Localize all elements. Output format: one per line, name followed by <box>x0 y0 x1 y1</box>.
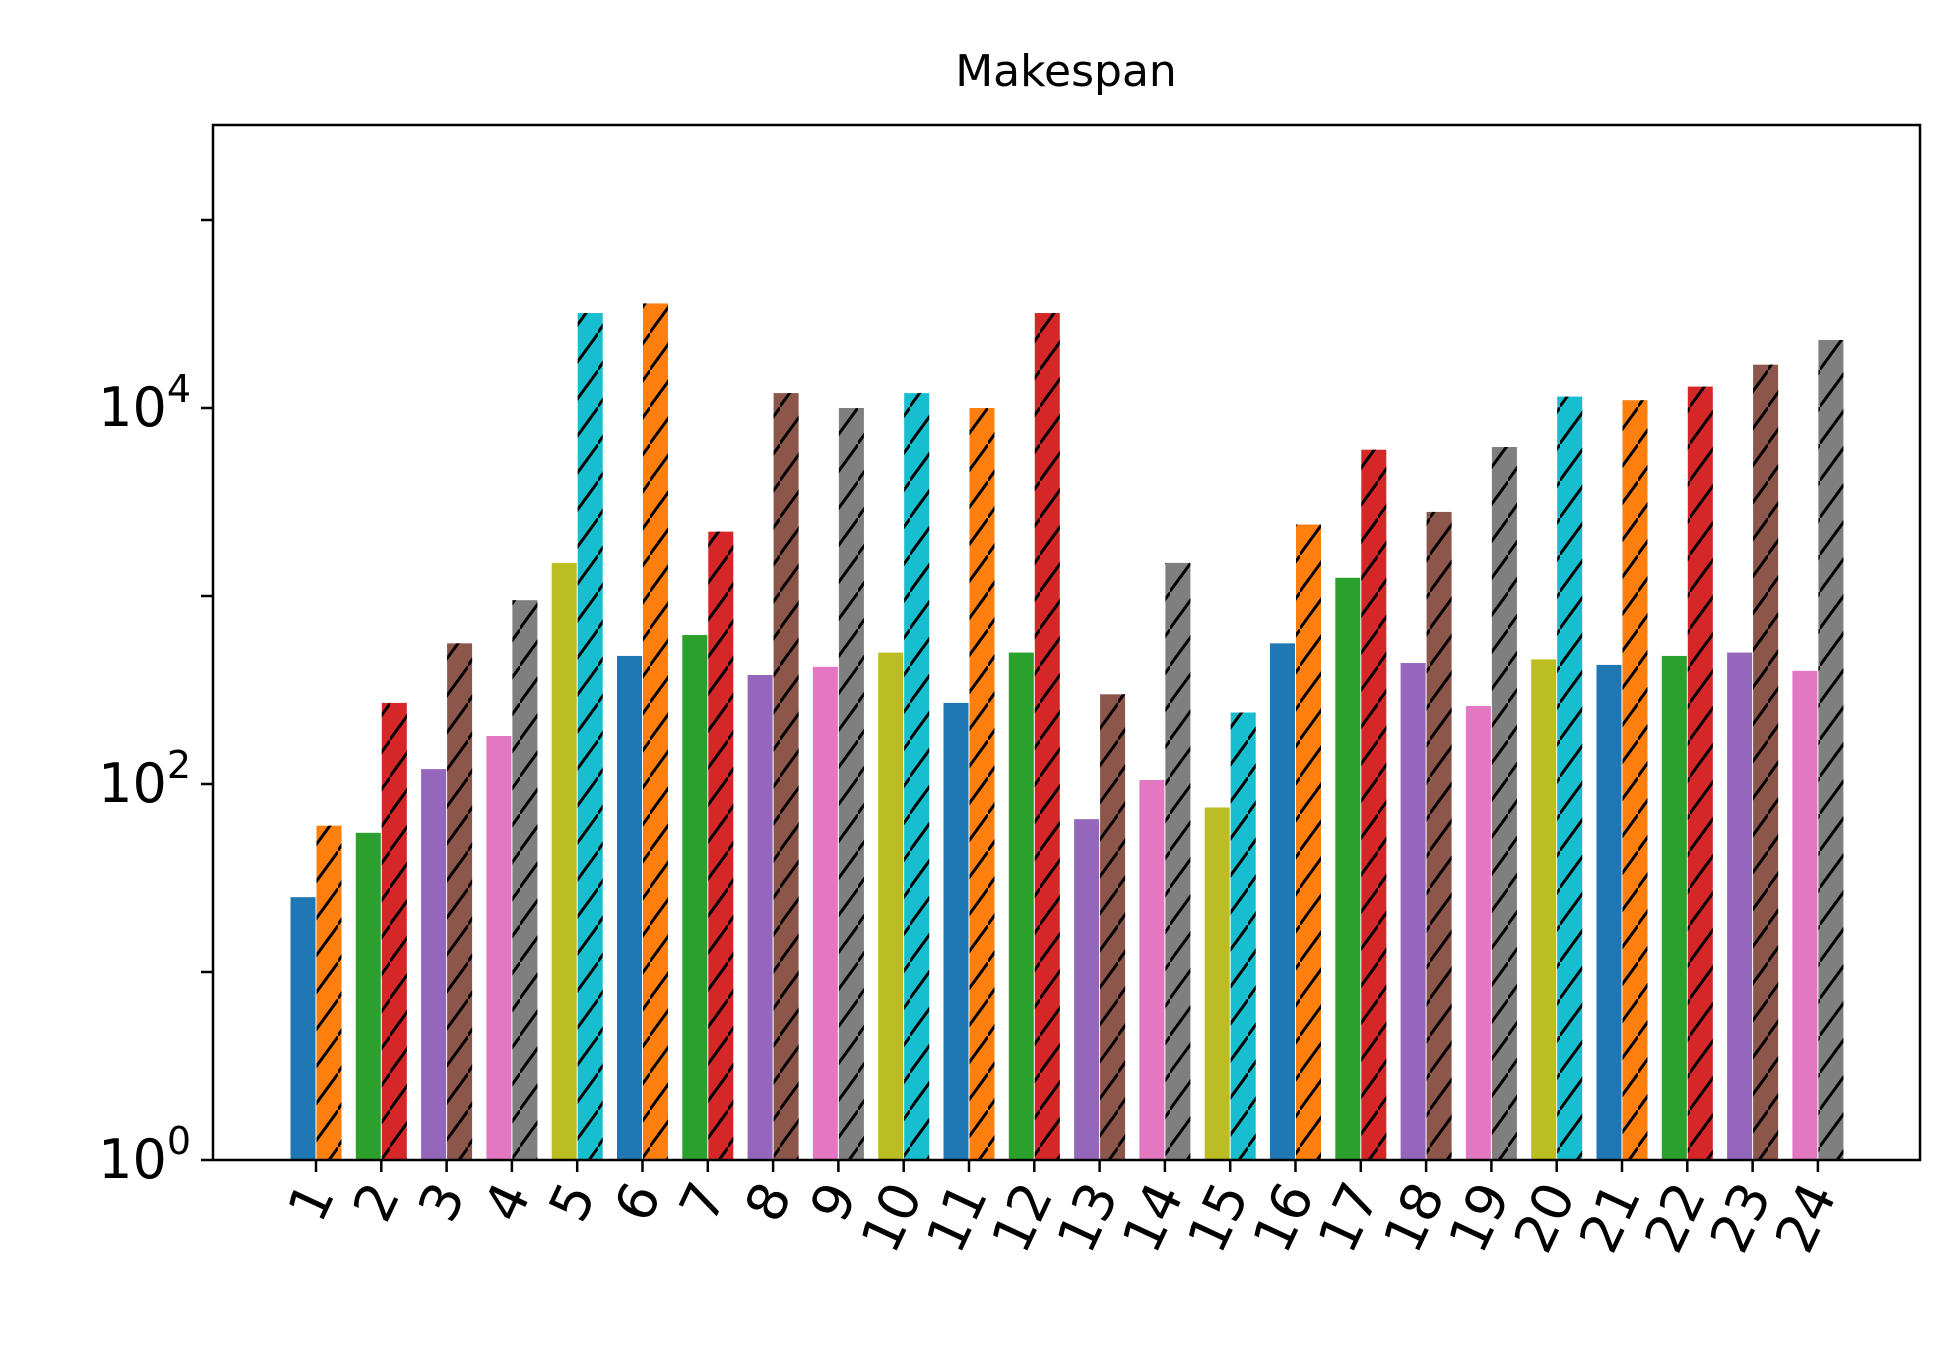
bar-hatch-6-series-2 <box>643 303 668 1160</box>
bar-hatch-1-series-2 <box>316 825 342 1160</box>
plot-area-frame <box>211 123 1922 1162</box>
bar-hatch-18-series-2 <box>1426 511 1452 1160</box>
x-tick-label-8: 8 <box>733 1173 805 1231</box>
bar-11-series-1 <box>943 702 969 1160</box>
bar-hatch-8-series-2 <box>773 393 799 1160</box>
bar-14-series-1 <box>1139 780 1165 1160</box>
bar-19-series-1 <box>1465 705 1491 1160</box>
bar-hatch-19-series-2 <box>1491 447 1517 1160</box>
x-tick-label-5: 5 <box>537 1173 609 1231</box>
y-tick-label-100: 102 <box>98 743 191 815</box>
bars-layer <box>290 303 1844 1160</box>
bar-24-series-1 <box>1792 670 1818 1160</box>
bar-hatch-15-series-2 <box>1230 712 1256 1160</box>
bar-hatch-22-series-2 <box>1687 386 1713 1160</box>
bar-hatch-7-series-2 <box>708 531 734 1160</box>
y-tick-label-10000: 104 <box>98 367 191 439</box>
bar-8-series-1 <box>747 675 773 1160</box>
bar-3-series-1 <box>421 769 447 1160</box>
bar-15-series-1 <box>1204 807 1230 1160</box>
bar-10-series-1 <box>878 652 904 1160</box>
x-tick-label-24: 24 <box>1763 1173 1849 1262</box>
bar-hatch-20-series-2 <box>1557 396 1583 1160</box>
bar-hatch-14-series-2 <box>1165 562 1191 1160</box>
bar-2-series-1 <box>355 832 381 1160</box>
bar-hatch-13-series-2 <box>1100 694 1126 1160</box>
x-tick-label-1: 1 <box>275 1173 347 1231</box>
bar-13-series-1 <box>1074 819 1100 1160</box>
bar-4-series-1 <box>486 736 512 1160</box>
bar-16-series-1 <box>1270 643 1295 1160</box>
bar-20-series-1 <box>1531 659 1557 1160</box>
bar-hatch-4-series-2 <box>512 600 538 1160</box>
x-tick-label-4: 4 <box>471 1173 543 1231</box>
bar-hatch-24-series-2 <box>1818 339 1844 1160</box>
bar-9-series-1 <box>812 666 838 1160</box>
bar-hatch-17-series-2 <box>1361 449 1387 1160</box>
bar-1-series-1 <box>290 897 316 1160</box>
bar-hatch-3-series-2 <box>447 643 473 1160</box>
bar-18-series-1 <box>1400 663 1426 1160</box>
bar-hatch-2-series-2 <box>381 702 407 1160</box>
x-tick-label-3: 3 <box>406 1173 478 1231</box>
bar-22-series-1 <box>1661 655 1687 1160</box>
bar-23-series-1 <box>1727 652 1753 1160</box>
x-tick-label-6: 6 <box>602 1173 674 1231</box>
y-tick-label-1: 100 <box>98 1119 191 1191</box>
x-tick-label-7: 7 <box>667 1173 739 1231</box>
bar-hatch-21-series-2 <box>1622 400 1648 1160</box>
bar-7-series-1 <box>682 635 708 1160</box>
bar-hatch-23-series-2 <box>1753 364 1779 1160</box>
bar-hatch-11-series-2 <box>969 408 995 1160</box>
bar-hatch-10-series-2 <box>904 393 930 1160</box>
x-tick-label-2: 2 <box>341 1173 413 1231</box>
bar-hatch-12-series-2 <box>1034 313 1060 1160</box>
bar-hatch-16-series-2 <box>1296 524 1321 1160</box>
bar-hatch-9-series-2 <box>838 408 864 1160</box>
bar-hatch-5-series-2 <box>577 313 603 1160</box>
bar-6-series-1 <box>617 655 642 1160</box>
bar-21-series-1 <box>1596 664 1622 1160</box>
chart-title: Makespan <box>955 46 1177 97</box>
bar-17-series-1 <box>1335 577 1361 1160</box>
bar-5-series-1 <box>551 562 577 1160</box>
bar-12-series-1 <box>1008 652 1034 1160</box>
